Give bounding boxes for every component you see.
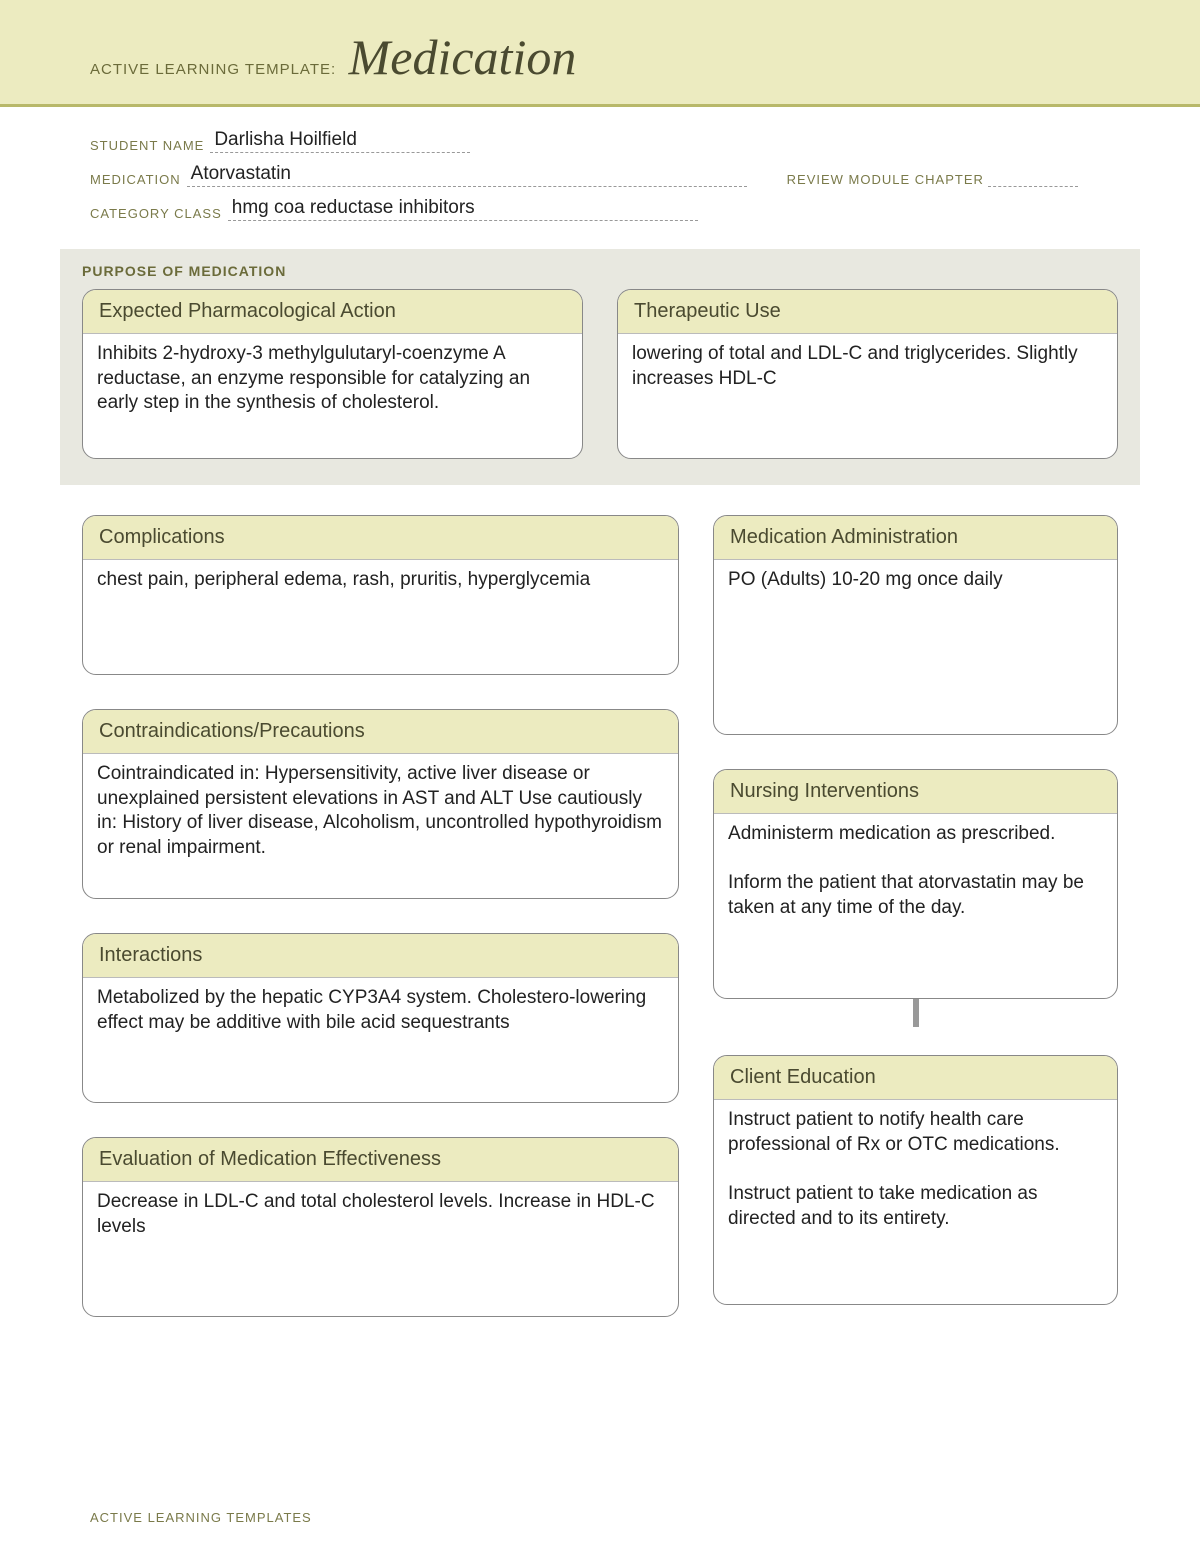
purpose-row: Expected Pharmacological Action Inhibits…	[82, 289, 1118, 459]
header-band: ACTIVE LEARNING TEMPLATE: Medication	[0, 0, 1200, 107]
page: ACTIVE LEARNING TEMPLATE: Medication STU…	[0, 0, 1200, 1553]
therapeutic-use-body: lowering of total and LDL-C and triglyce…	[618, 334, 1117, 458]
header-title: Medication	[349, 28, 577, 86]
interactions-body: Metabolized by the hepatic CYP3A4 system…	[83, 978, 678, 1102]
therapeutic-use-title: Therapeutic Use	[618, 290, 1117, 334]
purpose-section: PURPOSE OF MEDICATION Expected Pharmacol…	[60, 249, 1140, 485]
category-value: hmg coa reductase inhibitors	[228, 197, 698, 221]
info-block: STUDENT NAME Darlisha Hoilfield MEDICATI…	[0, 107, 1200, 249]
medication-row: MEDICATION Atorvastatin REVIEW MODULE CH…	[90, 163, 1110, 187]
student-name-label: STUDENT NAME	[90, 138, 204, 153]
education-title: Client Education	[714, 1056, 1117, 1100]
pharm-action-card: Expected Pharmacological Action Inhibits…	[82, 289, 583, 459]
administration-card: Medication Administration PO (Adults) 10…	[713, 515, 1118, 735]
evaluation-title: Evaluation of Medication Effectiveness	[83, 1138, 678, 1182]
column-right: Medication Administration PO (Adults) 10…	[713, 515, 1118, 1317]
connector-line	[913, 999, 919, 1027]
contraindications-title: Contraindications/Precautions	[83, 710, 678, 754]
education-body: Instruct patient to notify health care p…	[714, 1100, 1117, 1304]
interactions-title: Interactions	[83, 934, 678, 978]
administration-title: Medication Administration	[714, 516, 1117, 560]
student-name-value: Darlisha Hoilfield	[210, 129, 470, 153]
complications-body: chest pain, peripheral edema, rash, prur…	[83, 560, 678, 674]
nursing-body: Administerm medication as prescribed. In…	[714, 814, 1117, 998]
pharm-action-title: Expected Pharmacological Action	[83, 290, 582, 334]
category-row: CATEGORY CLASS hmg coa reductase inhibit…	[90, 197, 1110, 221]
evaluation-body: Decrease in LDL-C and total cholesterol …	[83, 1182, 678, 1316]
education-card: Client Education Instruct patient to not…	[713, 1055, 1118, 1305]
footer-text: ACTIVE LEARNING TEMPLATES	[90, 1510, 312, 1525]
contraindications-body: Cointraindicated in: Hypersensitivity, a…	[83, 754, 678, 898]
review-blank	[988, 186, 1078, 187]
nursing-title: Nursing Interventions	[714, 770, 1117, 814]
purpose-heading: PURPOSE OF MEDICATION	[82, 263, 1118, 279]
complications-card: Complications chest pain, peripheral ede…	[82, 515, 679, 675]
complications-title: Complications	[83, 516, 678, 560]
nursing-card: Nursing Interventions Administerm medica…	[713, 769, 1118, 999]
pharm-action-body: Inhibits 2-hydroxy-3 methylgulutaryl-coe…	[83, 334, 582, 458]
student-name-row: STUDENT NAME Darlisha Hoilfield	[90, 129, 1110, 153]
medication-value: Atorvastatin	[187, 163, 747, 187]
header-prefix: ACTIVE LEARNING TEMPLATE:	[90, 61, 336, 78]
evaluation-card: Evaluation of Medication Effectiveness D…	[82, 1137, 679, 1317]
administration-body: PO (Adults) 10-20 mg once daily	[714, 560, 1117, 734]
category-label: CATEGORY CLASS	[90, 206, 222, 221]
review-label: REVIEW MODULE CHAPTER	[787, 172, 984, 187]
column-left: Complications chest pain, peripheral ede…	[82, 515, 679, 1317]
main-area: Complications chest pain, peripheral ede…	[82, 515, 1118, 1317]
contraindications-card: Contraindications/Precautions Cointraind…	[82, 709, 679, 899]
interactions-card: Interactions Metabolized by the hepatic …	[82, 933, 679, 1103]
therapeutic-use-card: Therapeutic Use lowering of total and LD…	[617, 289, 1118, 459]
medication-label: MEDICATION	[90, 172, 181, 187]
